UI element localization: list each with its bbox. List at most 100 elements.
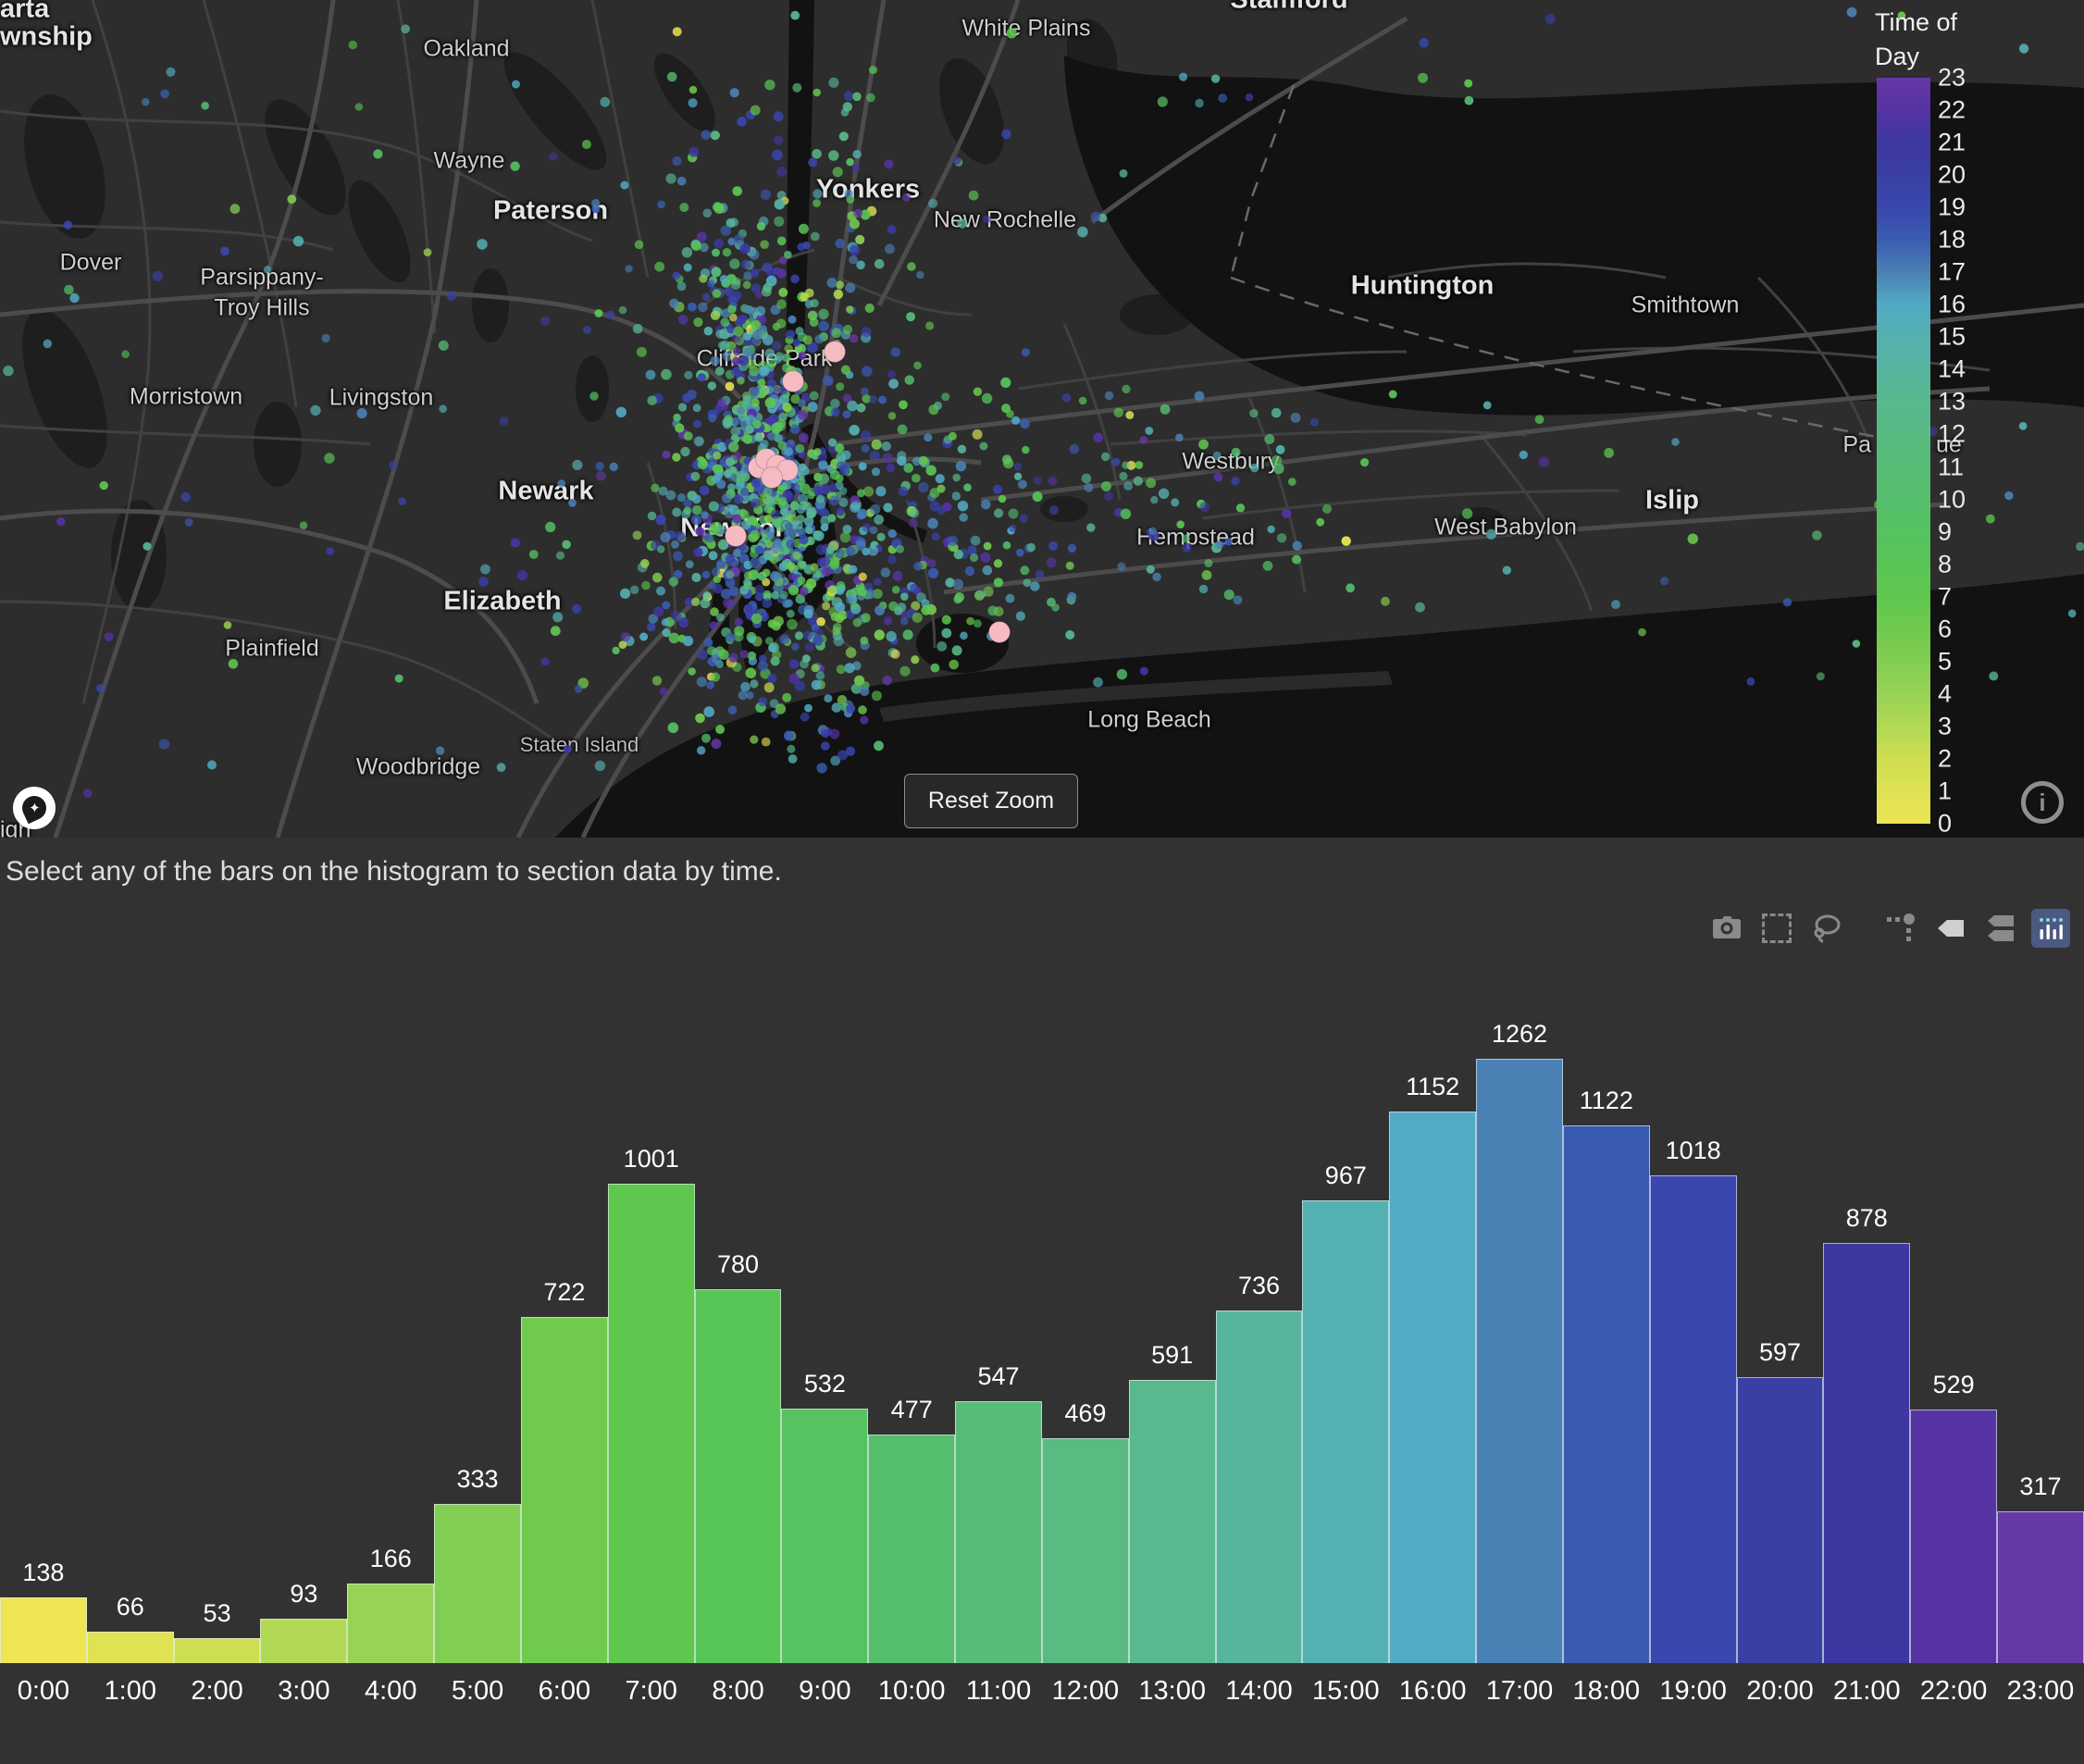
histogram-bar[interactable]: [1476, 1059, 1563, 1663]
map-basemap: [0, 0, 2084, 838]
histogram-bar[interactable]: [1389, 1112, 1477, 1663]
histogram-bar[interactable]: [1736, 1377, 1824, 1663]
map-city-label: Smithtown: [1631, 292, 1740, 318]
histogram-bar[interactable]: [1910, 1410, 1998, 1663]
lasso-select-icon[interactable]: [1806, 908, 1847, 949]
bar-value-label: 532: [803, 1370, 846, 1398]
x-axis-tick: 8:00: [712, 1676, 764, 1706]
x-axis-tick: 21:00: [1833, 1676, 1901, 1706]
histogram-bar[interactable]: [781, 1409, 869, 1663]
x-axis-tick: 12:00: [1051, 1676, 1120, 1706]
info-icon[interactable]: i: [2021, 781, 2064, 824]
histogram-bar[interactable]: [86, 1632, 174, 1663]
histogram-bar[interactable]: [434, 1504, 521, 1663]
map-city-label: Troy Hills: [214, 294, 310, 321]
x-axis-tick: 2:00: [191, 1676, 243, 1706]
x-axis-tick: 13:00: [1138, 1676, 1206, 1706]
histogram-bar[interactable]: [0, 1597, 87, 1663]
bar-value-label: 166: [369, 1545, 412, 1572]
x-axis-tick: 17:00: [1485, 1676, 1554, 1706]
map-city-label: Huntington: [1350, 270, 1495, 301]
colorbar-tick: 22: [1938, 95, 1966, 124]
x-axis-tick: 15:00: [1312, 1676, 1380, 1706]
histogram-column: 780: [694, 1015, 782, 1663]
histogram-bar[interactable]: [1823, 1243, 1911, 1663]
histogram-column: 967: [1302, 1015, 1390, 1663]
map-city-label: Stamford: [1230, 0, 1347, 16]
histogram-bar[interactable]: [607, 1184, 695, 1663]
histogram-column: 597: [1736, 1015, 1824, 1663]
histogram-column: 66: [86, 1015, 174, 1663]
x-axis-tick: 6:00: [538, 1676, 591, 1706]
plotly-logo-icon[interactable]: [2030, 908, 2071, 949]
x-axis-tick: 16:00: [1398, 1676, 1467, 1706]
map-city-label: Elizabeth: [443, 586, 562, 616]
reset-zoom-button[interactable]: Reset Zoom: [904, 774, 1078, 828]
histogram-bar[interactable]: [1302, 1200, 1390, 1663]
histogram-bar[interactable]: [1649, 1175, 1737, 1663]
x-axis-tick: 19:00: [1659, 1676, 1727, 1706]
histogram-column: 93: [260, 1015, 348, 1663]
histogram-column: 1018: [1649, 1015, 1737, 1663]
colorbar-tick: 9: [1938, 517, 1953, 546]
hover-compare-icon[interactable]: [1980, 908, 2021, 949]
map-city-label: Staten Island: [519, 733, 639, 756]
histogram-bar[interactable]: [868, 1435, 956, 1663]
bar-value-label: 317: [2019, 1472, 2062, 1500]
histogram-bar[interactable]: [694, 1289, 782, 1663]
histogram-column: 736: [1215, 1015, 1303, 1663]
histogram-bar[interactable]: [520, 1317, 608, 1663]
histogram-column: 166: [347, 1015, 435, 1663]
bar-value-label: 53: [203, 1599, 231, 1627]
bar-value-label: 547: [977, 1362, 1020, 1390]
map-city-label: Wayne: [433, 147, 505, 174]
colorbar-title: Time of Day: [1875, 8, 1958, 70]
x-axis-tick: 3:00: [278, 1676, 330, 1706]
toggle-spikelines-icon[interactable]: [1880, 908, 1921, 949]
box-select-icon[interactable]: [1756, 908, 1797, 949]
map-city-label: Islip: [1644, 485, 1700, 516]
colorbar-tick: 5: [1938, 647, 1953, 676]
star-icon: ✦: [28, 800, 41, 816]
histogram-bar[interactable]: [173, 1638, 261, 1663]
histogram-column: 1122: [1562, 1015, 1650, 1663]
histogram-bar[interactable]: [260, 1619, 348, 1663]
bar-value-label: 597: [1758, 1338, 1801, 1366]
bar-value-label: 1122: [1579, 1087, 1633, 1114]
map-canvas[interactable]: arta wnship Oakland Wayne Paterson Dover Parsi…: [0, 0, 2084, 838]
map-city-label: ue: [1936, 431, 1962, 458]
map-city-label: arta: [0, 0, 50, 24]
histogram-column: 1152: [1389, 1015, 1477, 1663]
histogram-x-axis: 0:00 1:00 2:00 3:00 4:00 5:00 6:00 7:00 8:00 9:00…: [0, 1663, 2084, 1707]
histogram-bar[interactable]: [1997, 1511, 2084, 1663]
plotly-modebar: [1697, 908, 2071, 949]
histogram-column: 469: [1041, 1015, 1129, 1663]
map-brand-icon[interactable]: ✦: [13, 787, 56, 829]
bar-value-label: 1018: [1665, 1137, 1721, 1164]
x-axis-tick: 10:00: [877, 1676, 946, 1706]
x-axis-tick: 7:00: [625, 1676, 677, 1706]
histogram-bar[interactable]: [1041, 1438, 1129, 1663]
colorbar-tick: 11: [1938, 453, 1965, 481]
map-city-label: Long Beach: [1087, 706, 1211, 733]
x-axis-tick: 20:00: [1746, 1676, 1814, 1706]
colorbar-tick: 12: [1938, 419, 1966, 448]
map-city-label: wnship: [0, 21, 93, 52]
map-city-label: Morristown: [129, 383, 243, 410]
histogram-bar[interactable]: [1215, 1311, 1303, 1663]
hover-closest-icon[interactable]: [1930, 908, 1971, 949]
histogram-bar[interactable]: [347, 1584, 435, 1663]
colorbar-tick: 6: [1938, 615, 1953, 643]
x-axis-tick: 22:00: [1919, 1676, 1988, 1706]
histogram-bar[interactable]: [1562, 1125, 1650, 1663]
histogram-bar[interactable]: [955, 1401, 1042, 1663]
histogram-column: 547: [955, 1015, 1042, 1663]
colorbar-tick: 2: [1938, 744, 1953, 773]
histogram-bar[interactable]: [1128, 1380, 1216, 1663]
histogram-column: 333: [434, 1015, 521, 1663]
colorbar-tick: 16: [1938, 290, 1966, 318]
bar-value-label: 780: [717, 1250, 760, 1278]
map-city-label: Woodbridge: [355, 753, 481, 780]
camera-icon[interactable]: [1706, 908, 1747, 949]
